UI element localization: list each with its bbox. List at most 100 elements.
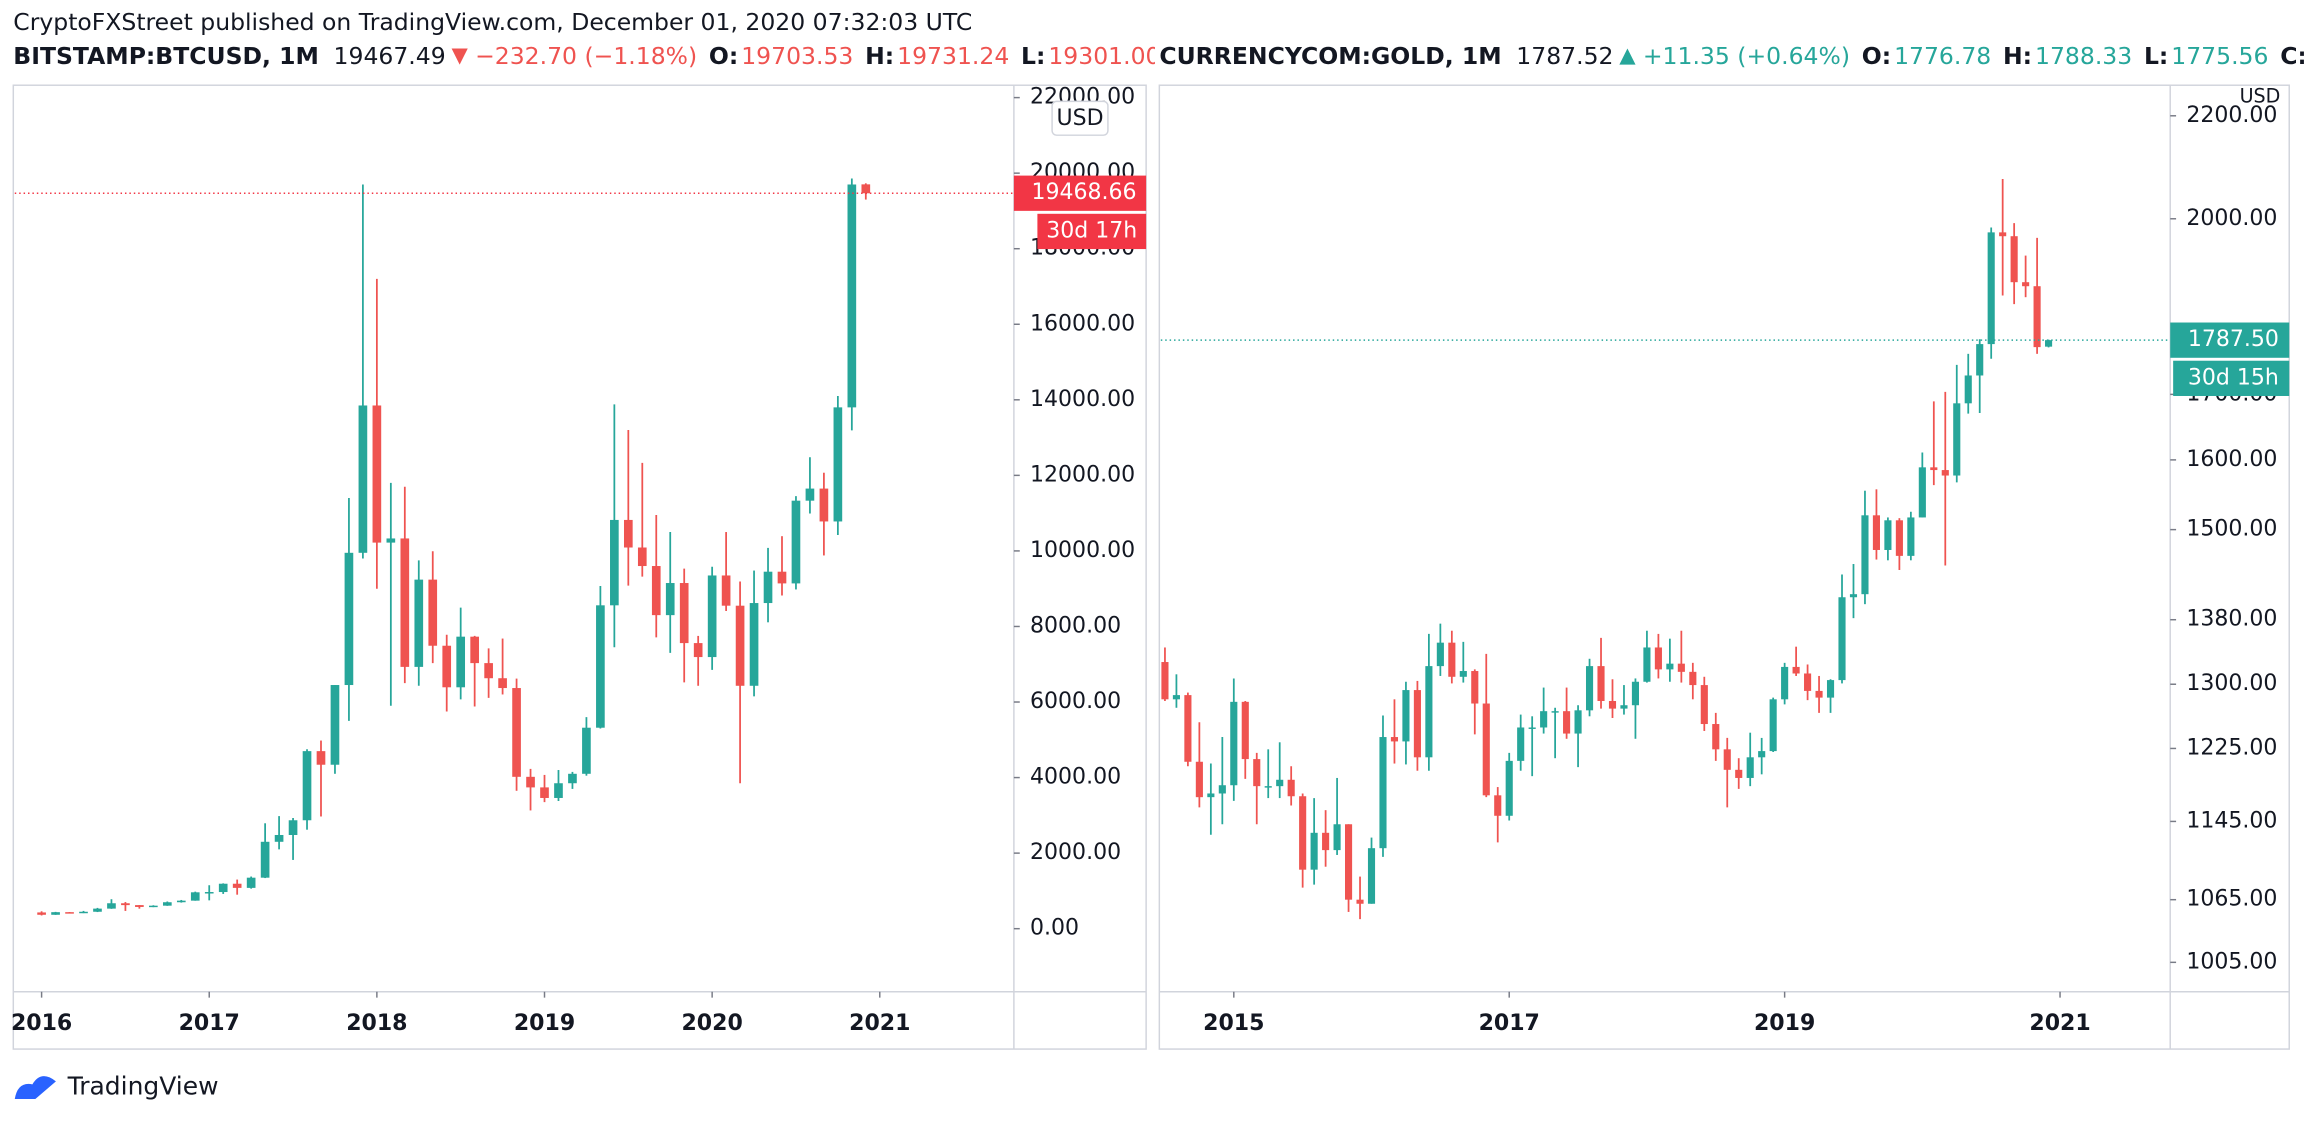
currency-box <box>1051 100 1109 136</box>
candle-body <box>679 583 689 644</box>
candle-body <box>1918 467 1926 518</box>
candle-body <box>1448 642 1456 677</box>
candle-body <box>1700 685 1708 725</box>
candle-body <box>2022 282 2030 287</box>
x-tick-label: 2017 <box>179 1011 240 1036</box>
x-tick-label: 2016 <box>11 1011 72 1036</box>
candle-body <box>526 776 535 788</box>
candle-body <box>568 773 577 784</box>
candle-body <box>1895 520 1903 556</box>
candle-body <box>1517 727 1525 761</box>
candle-body <box>1344 824 1353 900</box>
candle-body <box>1540 711 1548 728</box>
price-label-box <box>1013 175 1147 211</box>
candle-body <box>2033 286 2041 348</box>
candle-body <box>1987 232 1995 345</box>
candle-body <box>1769 699 1777 752</box>
quote-value: 1788.33 <box>2035 42 2132 70</box>
candle-body <box>204 892 214 894</box>
candle-body <box>232 883 242 888</box>
candle-body <box>1425 666 1433 758</box>
candle-body <box>1207 793 1215 798</box>
candle-body <box>1976 344 1984 376</box>
candle-body <box>218 883 228 893</box>
candle-body <box>1746 757 1754 778</box>
candle-body <box>1849 594 1858 598</box>
candle-body <box>1551 711 1559 713</box>
candle-body <box>162 902 172 906</box>
candle-body <box>540 787 549 798</box>
candle-body <box>456 636 466 688</box>
candle-body <box>805 488 815 501</box>
y-tick-label: 1005.00 <box>2186 949 2277 974</box>
candle-body <box>1563 711 1571 734</box>
candle-body <box>372 405 382 543</box>
candle-body <box>1723 749 1731 770</box>
candle-body <box>735 605 745 686</box>
direction-arrow <box>451 48 468 65</box>
candle-body <box>1999 232 2007 237</box>
y-tick-label: 1300.00 <box>2186 671 2277 696</box>
pane-border <box>12 84 1147 1050</box>
x-tick-label: 2015 <box>1203 1011 1264 1036</box>
candle-body <box>274 834 284 842</box>
price-label-box <box>2170 322 2290 358</box>
price-change: −232.70 (−1.18%) <box>475 42 697 70</box>
candle-body <box>1666 663 1674 670</box>
candle-body <box>1195 761 1203 798</box>
y-tick-label: 2000.00 <box>1030 840 1121 865</box>
candle-body <box>1482 703 1490 796</box>
chart-pane: 0.00 2000.00 4000.00 6000.00 8000.00 10000.00… <box>11 84 1147 1050</box>
candle-body <box>1161 662 1169 700</box>
candle-body <box>1597 666 1605 701</box>
candle-body <box>1838 597 1846 681</box>
candle-body <box>512 688 521 777</box>
candle-body <box>1402 690 1410 742</box>
candle-body <box>1861 515 1869 595</box>
candle-body <box>1184 695 1192 762</box>
currency-label: USD <box>1056 106 1103 131</box>
candle-body <box>1781 666 1789 700</box>
candle-body <box>37 912 46 915</box>
candle-body <box>1276 779 1284 787</box>
y-tick-label: 0.00 <box>1030 916 1079 941</box>
candle-body <box>1643 647 1651 682</box>
candle-body <box>763 571 773 604</box>
candle-body <box>1689 671 1697 686</box>
candle-body <box>651 566 661 616</box>
candle-body <box>2010 236 2018 283</box>
brand-name: TradingView <box>67 1071 219 1100</box>
y-tick-label: 1500.00 <box>2186 517 2277 542</box>
candle-body <box>149 905 158 908</box>
candle-body <box>1804 673 1812 691</box>
last-price: 1787.52 <box>1516 42 1613 70</box>
candle-body <box>1677 663 1685 672</box>
candle-body <box>721 575 731 606</box>
candle-body <box>302 751 312 821</box>
candle-body <box>1264 786 1272 788</box>
candle-body <box>246 877 256 888</box>
candle-body <box>1884 520 1892 550</box>
candle-body <box>1322 832 1330 851</box>
candle-body <box>135 905 144 907</box>
candle-body <box>847 184 857 408</box>
y-tick-label: 10000.00 <box>1030 538 1135 563</box>
candle-body <box>637 547 647 567</box>
candle-body <box>1436 642 1444 667</box>
candle-body <box>1608 700 1617 709</box>
countdown-box <box>1037 213 1147 250</box>
price-label: 1787.50 <box>2188 327 2279 352</box>
pane-border <box>1158 84 2290 1050</box>
candle-body <box>1654 647 1662 670</box>
candle-body <box>1299 796 1307 870</box>
candle-body <box>707 575 717 658</box>
candle-body <box>176 900 186 903</box>
candle-body <box>1172 695 1180 700</box>
candle-body <box>330 685 340 765</box>
candle-body <box>414 579 424 667</box>
chart-title: BITSTAMP:BTCUSD, 1M <box>13 42 319 70</box>
quote-key: O: <box>709 42 738 70</box>
candle-body <box>1356 899 1364 904</box>
x-tick-label: 2019 <box>1754 1011 1815 1036</box>
